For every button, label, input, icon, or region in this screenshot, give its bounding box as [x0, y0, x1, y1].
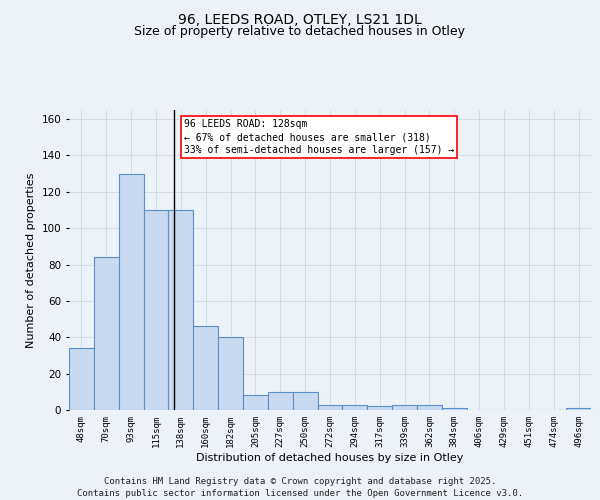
Bar — [392, 404, 417, 410]
Bar — [343, 404, 367, 410]
Y-axis label: Number of detached properties: Number of detached properties — [26, 172, 36, 348]
Bar — [218, 338, 243, 410]
Text: Contains HM Land Registry data © Crown copyright and database right 2025.
Contai: Contains HM Land Registry data © Crown c… — [77, 476, 523, 498]
Bar — [367, 406, 392, 410]
Bar — [442, 408, 467, 410]
Bar — [243, 396, 268, 410]
Bar — [69, 348, 94, 410]
Bar — [293, 392, 317, 410]
Bar — [169, 210, 193, 410]
Text: Size of property relative to detached houses in Otley: Size of property relative to detached ho… — [134, 25, 466, 38]
Bar — [268, 392, 293, 410]
Bar — [566, 408, 591, 410]
Bar — [143, 210, 169, 410]
Bar — [119, 174, 143, 410]
Bar — [317, 404, 343, 410]
Bar — [417, 404, 442, 410]
X-axis label: Distribution of detached houses by size in Otley: Distribution of detached houses by size … — [196, 452, 464, 462]
Text: 96 LEEDS ROAD: 128sqm
← 67% of detached houses are smaller (318)
33% of semi-det: 96 LEEDS ROAD: 128sqm ← 67% of detached … — [184, 119, 454, 156]
Bar — [193, 326, 218, 410]
Bar — [94, 258, 119, 410]
Text: 96, LEEDS ROAD, OTLEY, LS21 1DL: 96, LEEDS ROAD, OTLEY, LS21 1DL — [178, 12, 422, 26]
